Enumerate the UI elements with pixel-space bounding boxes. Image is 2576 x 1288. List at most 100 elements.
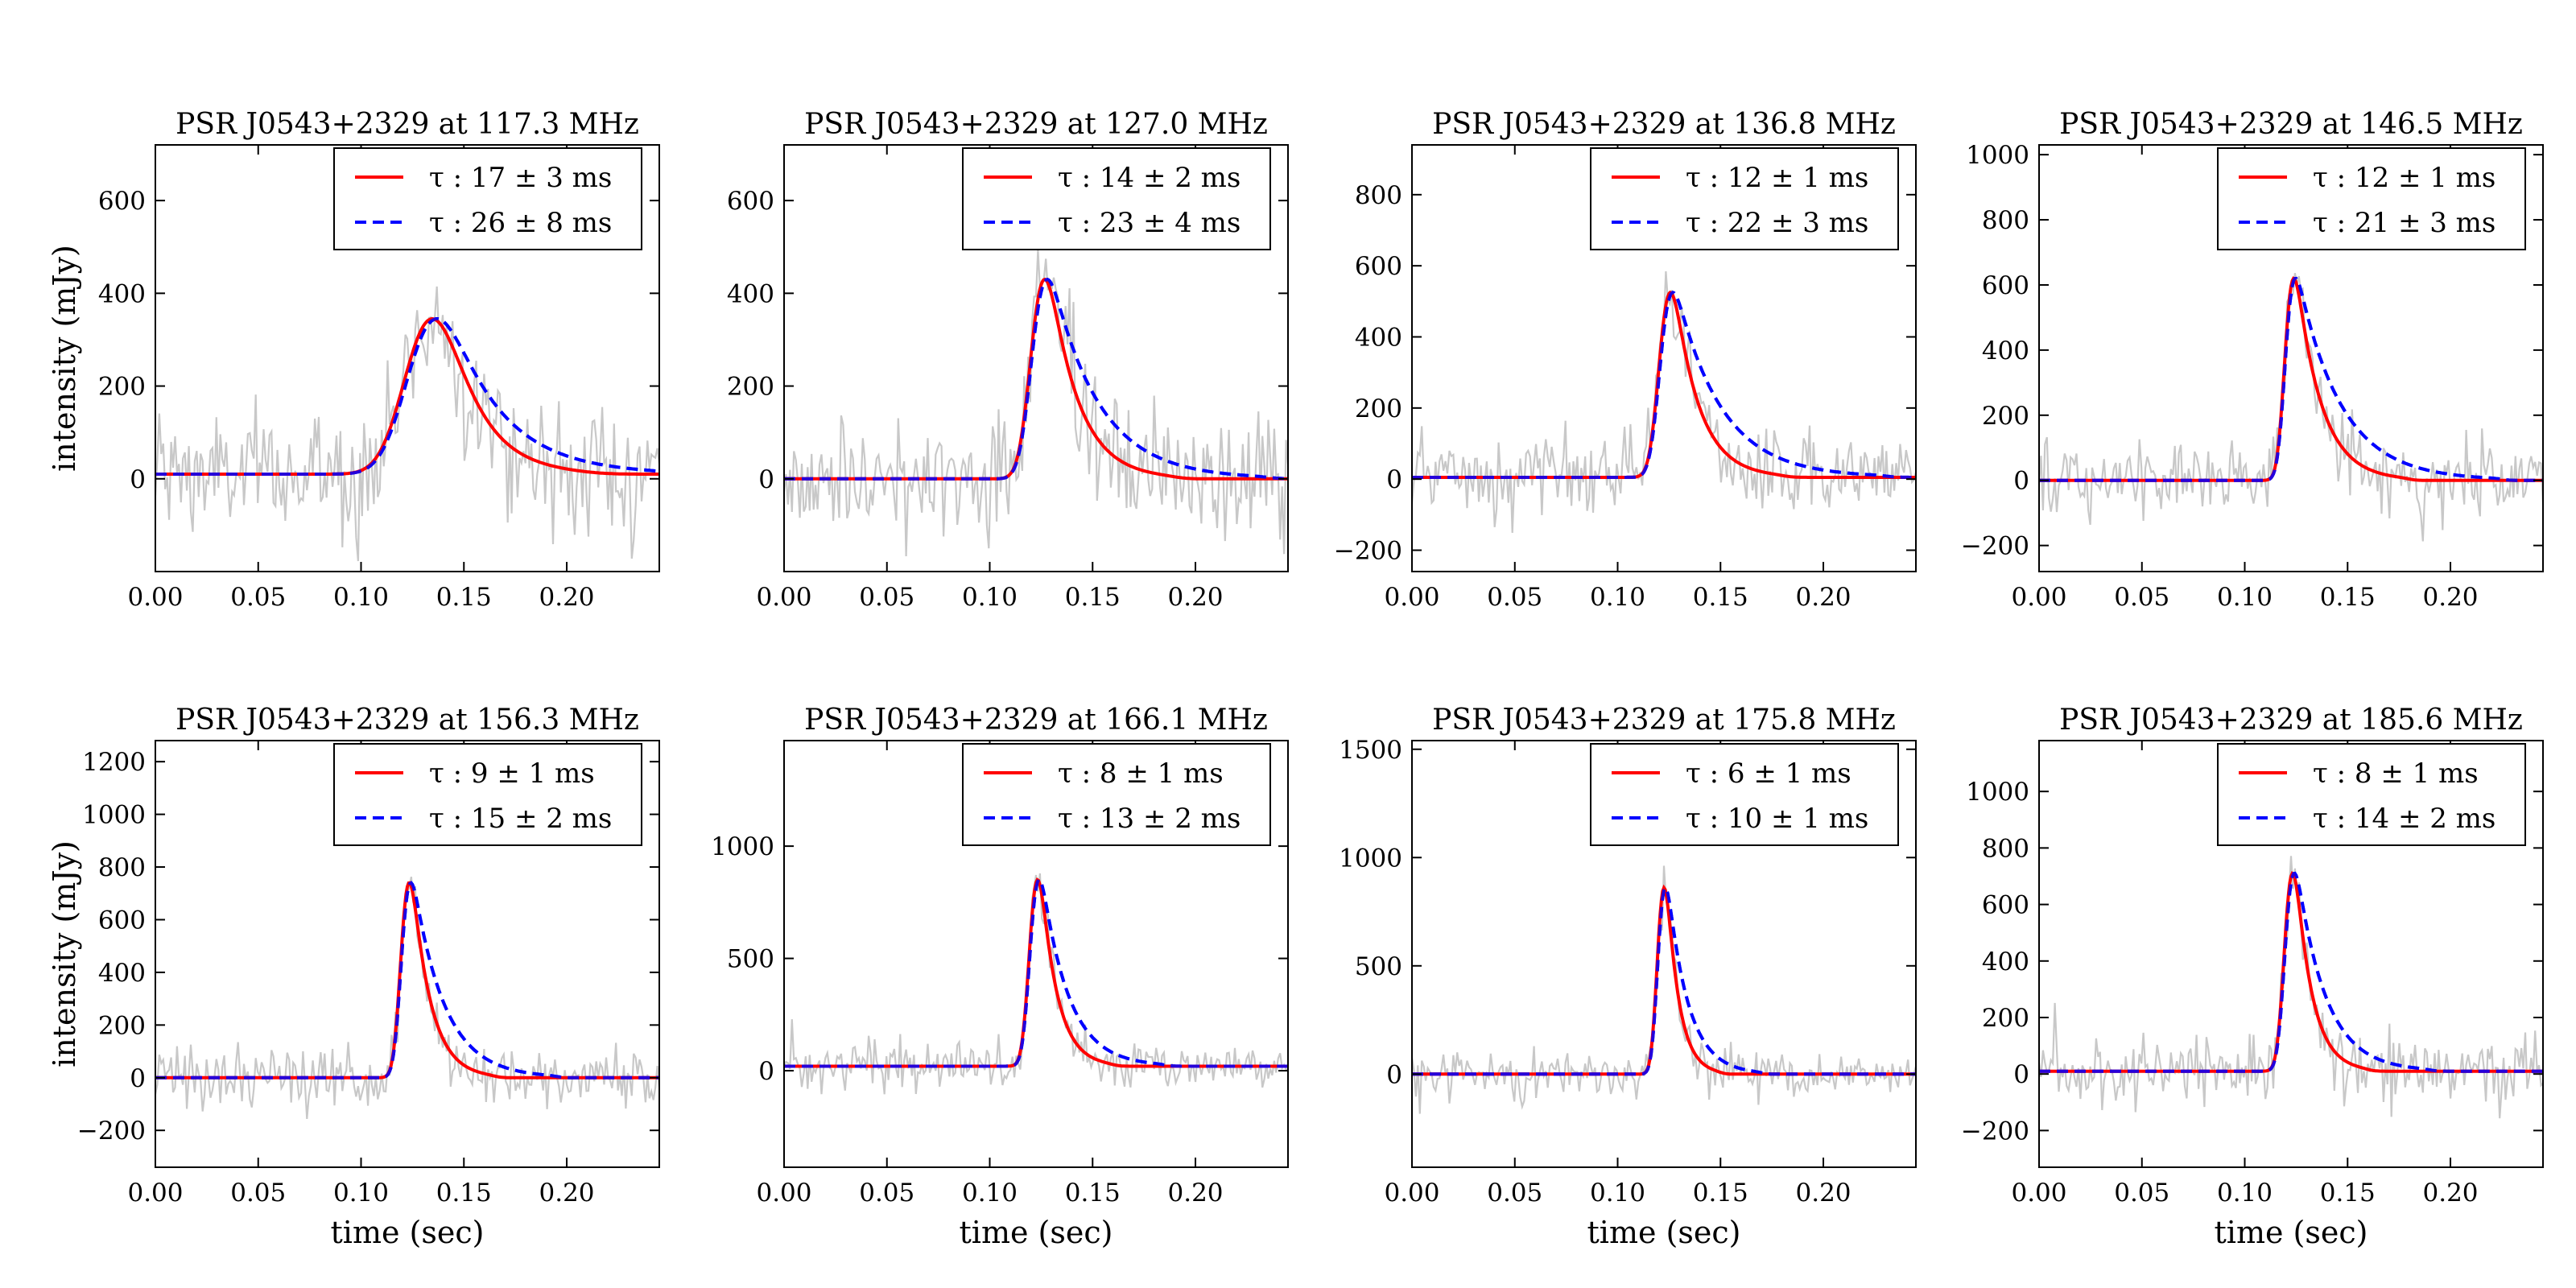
x-tick-label: 0.15	[1693, 1179, 1748, 1208]
y-tick-label: −200	[1334, 537, 1402, 566]
x-axis-label: time (sec)	[2215, 1215, 2368, 1250]
legend-label-red: τ : 8 ± 1 ms	[1058, 758, 1224, 790]
y-tick-label: 0	[130, 465, 146, 494]
legend-box	[1590, 147, 1899, 250]
series-fit-dashed-blue	[1412, 885, 1916, 1076]
legend-label-blue: τ : 23 ± 4 ms	[1058, 207, 1241, 239]
series-fit-solid-red	[1412, 290, 1916, 479]
legend-box	[2217, 147, 2526, 250]
legend-label-red: τ : 12 ± 1 ms	[1686, 162, 1868, 194]
legend-label-blue: τ : 14 ± 2 ms	[2313, 803, 2496, 835]
x-tick-label: 0.00	[756, 1179, 811, 1208]
legend: τ : 8 ± 1 ms τ : 14 ± 2 ms	[2217, 743, 2526, 846]
x-tick-label: 0.00	[756, 583, 811, 612]
y-tick-label: 600	[1982, 891, 2029, 920]
series-fit-dashed-blue	[155, 881, 659, 1080]
y-tick-label: 1000	[711, 832, 774, 861]
x-tick-label: 0.20	[1168, 1179, 1224, 1208]
series-fit-dashed-blue-overlay	[784, 877, 1288, 1068]
x-tick-label: 0.05	[859, 583, 914, 612]
legend-box	[2217, 743, 2526, 846]
y-tick-label: 500	[727, 945, 774, 974]
plot-area	[155, 286, 659, 562]
y-tick-label: 400	[1982, 336, 2029, 365]
y-tick-label: 600	[98, 187, 146, 216]
series-data-noise	[2039, 273, 2543, 542]
x-tick-label: 0.00	[1384, 1179, 1439, 1208]
y-tick-label: 800	[98, 853, 146, 882]
y-tick-label: 800	[1982, 206, 2029, 235]
legend-box	[1590, 743, 1899, 846]
x-tick-label: 0.10	[2217, 583, 2273, 612]
subplot-2: PSR J0543+2329 at 127.0 MHz 0.00 0.05 0.10 0…	[727, 108, 1289, 612]
legend: τ : 17 ± 3 ms τ : 26 ± 8 ms	[333, 147, 642, 250]
x-tick-label: 0.20	[539, 583, 595, 612]
legend-label-blue: τ : 26 ± 8 ms	[429, 207, 612, 239]
series-fit-solid-red	[784, 877, 1288, 1068]
subplot-7: PSR J0543+2329 at 175.8 MHz 0.00 0.05 0.10 0…	[1339, 704, 1917, 1250]
x-tick-label: 0.20	[2423, 1179, 2479, 1208]
y-tick-label: 200	[1355, 394, 1402, 423]
subplot-title: PSR J0543+2329 at 117.3 MHz	[175, 108, 639, 141]
axes-frame	[783, 740, 1289, 1168]
y-tick-label: 800	[1355, 181, 1402, 210]
axes-frame	[1411, 144, 1917, 572]
x-tick-label: 0.00	[127, 583, 183, 612]
legend-label-blue: τ : 15 ± 2 ms	[429, 803, 612, 835]
subplot-title: PSR J0543+2329 at 146.5 MHz	[2059, 108, 2523, 141]
y-tick-label: 400	[98, 279, 146, 308]
x-tick-label: 0.15	[1065, 583, 1121, 612]
y-tick-label: 200	[1982, 402, 2029, 431]
y-tick-label: 200	[727, 373, 774, 402]
series-fit-dashed-blue	[784, 877, 1288, 1068]
series-data-noise	[155, 286, 659, 562]
legend-label-red: τ : 9 ± 1 ms	[429, 758, 595, 790]
axes-frame	[2038, 144, 2544, 572]
legend-box	[333, 743, 642, 846]
x-tick-label: 0.15	[436, 583, 492, 612]
y-tick-label: 500	[1355, 952, 1402, 981]
x-tick-label: 0.10	[2217, 1179, 2273, 1208]
axes-frame	[155, 740, 660, 1168]
x-axis-label: time (sec)	[1587, 1215, 1741, 1250]
y-tick-label: 400	[727, 279, 774, 308]
series-data-noise	[784, 250, 1288, 557]
legend: τ : 9 ± 1 ms τ : 15 ± 2 ms	[333, 743, 642, 846]
y-tick-label: 200	[98, 373, 146, 402]
series-fit-solid-red	[784, 277, 1288, 481]
series-data-noise	[155, 876, 659, 1119]
x-tick-label: 0.15	[2320, 583, 2376, 612]
series-fit-dashed-blue-overlay	[1412, 291, 1916, 479]
series-fit-solid-red	[155, 881, 659, 1080]
y-axis-label: intensity (mJy)	[47, 245, 82, 472]
series-data-noise	[1412, 865, 1916, 1114]
y-tick-label: 1000	[1339, 844, 1402, 873]
x-tick-label: 0.00	[2011, 1179, 2066, 1208]
y-tick-label: 800	[1982, 834, 2029, 863]
legend-label-red: τ : 8 ± 1 ms	[2313, 758, 2479, 790]
y-tick-label: 0	[2013, 467, 2029, 496]
y-tick-label: 1200	[82, 748, 146, 777]
y-tick-label: 400	[1355, 324, 1402, 353]
y-tick-label: 600	[727, 187, 774, 216]
legend-label-red: τ : 12 ± 1 ms	[2313, 162, 2496, 194]
x-tick-label: 0.05	[859, 1179, 914, 1208]
subplot-6: PSR J0543+2329 at 166.1 MHz 0.00 0.05 0.10 0…	[711, 704, 1289, 1250]
y-tick-label: 1000	[1966, 141, 2029, 170]
subplot-1: PSR J0543+2329 at 117.3 MHz 0.00 0.05 0.10 0…	[47, 108, 660, 612]
axes-frame	[783, 144, 1289, 572]
series-fit-solid-red	[155, 316, 659, 476]
x-axis-label: time (sec)	[960, 1215, 1113, 1250]
x-tick-label: 0.10	[1590, 583, 1645, 612]
y-tick-label: 0	[758, 465, 774, 494]
series-fit-solid-red	[1412, 884, 1916, 1076]
plot-area	[1412, 865, 1916, 1114]
y-tick-label: −200	[1961, 532, 2029, 561]
y-tick-label: 1000	[82, 801, 146, 830]
x-tick-label: 0.00	[1384, 583, 1439, 612]
subplot-title: PSR J0543+2329 at 175.8 MHz	[1432, 704, 1896, 737]
axes-frame	[1411, 740, 1917, 1168]
legend-label-red: τ : 17 ± 3 ms	[429, 162, 612, 194]
x-tick-label: 0.10	[333, 1179, 389, 1208]
